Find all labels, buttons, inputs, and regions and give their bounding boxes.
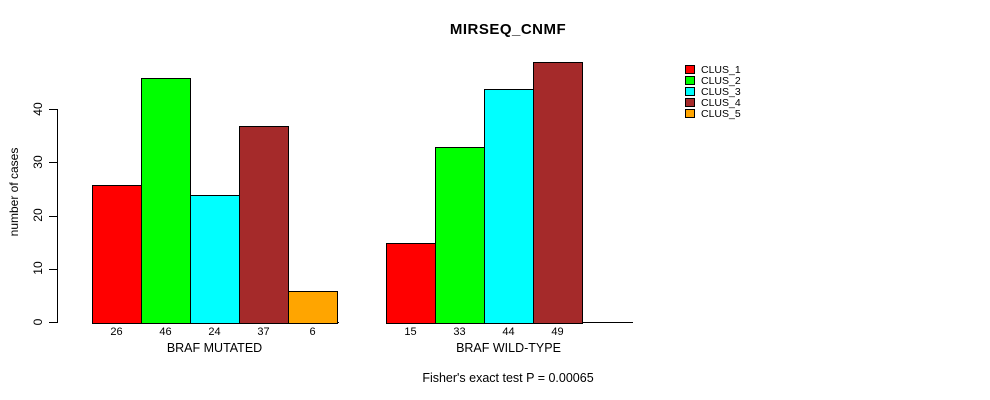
- legend-row: CLUS_3: [685, 85, 741, 98]
- legend-label: CLUS_4: [701, 96, 741, 109]
- bar-value-label: 33: [453, 326, 466, 338]
- bar-CLUS_1: [92, 184, 142, 324]
- bar-CLUS_5: [288, 290, 338, 324]
- legend-row: CLUS_5: [685, 107, 741, 120]
- legend-label: CLUS_1: [701, 63, 741, 76]
- bar-value-label: 37: [257, 326, 270, 338]
- y-axis: [57, 109, 58, 323]
- legend-swatch-CLUS_5: [685, 109, 695, 118]
- bar-CLUS_4: [533, 61, 583, 324]
- bar-CLUS_3: [190, 194, 240, 324]
- bar-value-label: 6: [309, 326, 316, 338]
- bar-value-label: 26: [110, 326, 123, 338]
- y-axis-tick-label: 40: [31, 101, 45, 116]
- legend-label: CLUS_3: [701, 85, 741, 98]
- bar-value-label: 49: [551, 326, 564, 338]
- y-axis-tick-label: 10: [31, 261, 45, 275]
- bar-value-label: 44: [502, 326, 515, 338]
- legend-swatch-CLUS_3: [685, 87, 695, 96]
- y-axis-label: number of cases: [7, 147, 21, 237]
- y-axis-tick-label: 20: [31, 208, 45, 222]
- annotation: Fisher's exact test P = 0.00065: [422, 371, 594, 385]
- legend-swatch-CLUS_4: [685, 98, 695, 107]
- legend: CLUS_1 CLUS_2 CLUS_3 CLUS_4 CLUS_5: [685, 63, 741, 120]
- y-axis-tick: [49, 322, 57, 323]
- y-axis-tick-label: 30: [31, 155, 45, 169]
- bar-value-label: 15: [404, 326, 417, 338]
- y-axis-tick: [49, 162, 57, 164]
- legend-row: CLUS_2: [685, 74, 741, 87]
- legend-label: CLUS_5: [701, 107, 741, 120]
- bar-CLUS_1: [386, 242, 436, 324]
- bar-CLUS_3: [484, 88, 534, 324]
- y-axis-tick-label: 0: [31, 318, 45, 325]
- bar-CLUS_2: [141, 77, 191, 324]
- legend-row: CLUS_1: [685, 63, 741, 76]
- legend-swatch-CLUS_2: [685, 76, 695, 85]
- bar-value-label: 24: [208, 326, 221, 338]
- group-label: BRAF WILD-TYPE: [456, 341, 561, 355]
- bar-value-label: 46: [159, 326, 172, 338]
- y-axis-tick: [49, 109, 57, 110]
- bar-CLUS_2: [435, 146, 485, 324]
- bar-CLUS_4: [239, 125, 289, 324]
- chart-title: MIRSEQ_CNMF: [449, 21, 567, 38]
- legend-row: CLUS_4: [685, 96, 741, 109]
- y-axis-tick: [49, 268, 57, 270]
- legend-swatch-CLUS_1: [685, 65, 695, 74]
- y-axis-tick: [49, 215, 57, 217]
- group-label: BRAF MUTATED: [166, 341, 263, 355]
- legend-label: CLUS_2: [701, 74, 741, 87]
